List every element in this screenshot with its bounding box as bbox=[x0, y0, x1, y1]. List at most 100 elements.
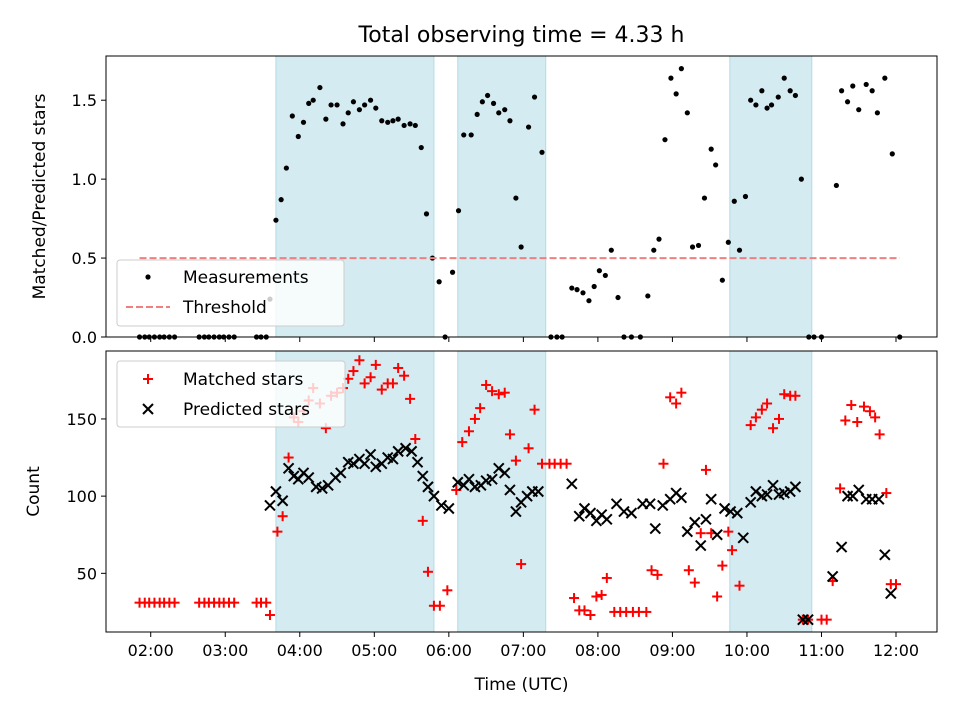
measurement-point-38 bbox=[373, 105, 379, 111]
measurement-point-78 bbox=[615, 294, 621, 301]
predicted-point-37 bbox=[486, 473, 498, 485]
measurement-point-75 bbox=[596, 268, 602, 274]
predicted-point-13-b bbox=[342, 456, 354, 468]
predicted-point-62 bbox=[675, 491, 688, 504]
predicted-point-64 bbox=[689, 516, 701, 529]
measurement-point-84 bbox=[656, 236, 662, 242]
predicted-point-91 bbox=[873, 493, 885, 505]
xtick-label-9: 11:00 bbox=[798, 641, 844, 660]
legend-predicted-label: Predicted stars bbox=[183, 400, 310, 420]
matched-point-119 bbox=[870, 412, 881, 423]
matched-point-120 bbox=[874, 429, 885, 440]
matched-point-97 bbox=[727, 545, 738, 556]
matched-point-45 bbox=[410, 434, 421, 445]
matched-point-70 bbox=[569, 593, 580, 604]
measurement-point-37 bbox=[367, 97, 374, 103]
measurement-point-103 bbox=[764, 105, 770, 111]
measurement-point-93 bbox=[708, 146, 714, 152]
matched-point-60 bbox=[504, 429, 515, 440]
predicted-point-73-b bbox=[744, 496, 757, 509]
measurement-point-87 bbox=[673, 91, 679, 97]
predicted-point-23 bbox=[399, 442, 412, 454]
measurement-point-32 bbox=[340, 121, 346, 127]
predicted-point-74-b bbox=[750, 485, 762, 498]
measurement-point-92 bbox=[701, 195, 708, 201]
count-panel-legend: Matched stars Predicted stars bbox=[116, 360, 346, 428]
predicted-point-41-b bbox=[510, 505, 522, 518]
predicted-point-66-b bbox=[700, 513, 712, 525]
predicted-point-0-b bbox=[264, 499, 276, 512]
xtick-label-3: 05:00 bbox=[351, 641, 397, 660]
matched-point-7 bbox=[169, 597, 180, 608]
predicted-point-82 bbox=[797, 613, 809, 626]
predicted-point-17-b bbox=[364, 448, 377, 461]
matched-point-89 bbox=[683, 565, 694, 576]
measurement-point-88 bbox=[678, 66, 684, 72]
measurement-point-70 bbox=[569, 285, 575, 291]
matched-point-62 bbox=[516, 559, 527, 570]
matched-point-39 bbox=[376, 384, 387, 395]
count-ytick-label-1: 100 bbox=[66, 487, 97, 506]
predicted-point-72-b bbox=[737, 532, 749, 544]
predicted-point-29-b bbox=[435, 499, 448, 512]
matched-point-15 bbox=[229, 597, 240, 608]
measurement-point-21 bbox=[278, 197, 284, 203]
measurement-point-89 bbox=[684, 110, 690, 116]
matched-point-76 bbox=[601, 572, 612, 583]
predicted-point-2 bbox=[276, 495, 289, 507]
matched-point-50 bbox=[442, 585, 453, 596]
matched-point-117 bbox=[858, 401, 869, 412]
predicted-point-7-b bbox=[303, 471, 315, 484]
measurement-point-86 bbox=[668, 75, 674, 81]
predicted-point-71-b bbox=[731, 507, 743, 519]
matched-point-116 bbox=[852, 417, 863, 428]
predicted-point-81-b bbox=[789, 481, 802, 493]
measurement-point-35 bbox=[356, 107, 362, 113]
predicted-point-30-b bbox=[443, 502, 455, 515]
measurement-point-94 bbox=[713, 162, 719, 168]
predicted-point-28-b bbox=[428, 490, 440, 502]
ratio-panel-ticks: 0.0 0.5 1.0 1.5 bbox=[72, 91, 897, 347]
measurement-point-121 bbox=[882, 75, 888, 81]
predicted-point-27 bbox=[422, 481, 434, 493]
predicted-point-69 bbox=[718, 502, 731, 515]
predicted-point-52-b bbox=[601, 513, 613, 525]
predicted-point-16-b bbox=[358, 458, 371, 470]
predicted-point-58 bbox=[649, 522, 661, 535]
measurement-point-53 bbox=[461, 132, 467, 138]
measurement-point-120 bbox=[874, 110, 880, 116]
matched-point-82 bbox=[641, 606, 652, 617]
measurement-point-30 bbox=[328, 102, 334, 108]
matched-point-43 bbox=[399, 370, 410, 381]
legend-matched-plus bbox=[143, 374, 153, 384]
measurement-point-122 bbox=[889, 151, 895, 157]
predicted-point-45 bbox=[532, 485, 544, 498]
matched-point-72 bbox=[579, 605, 590, 616]
matched-point-85 bbox=[658, 458, 669, 469]
predicted-point-24-b bbox=[405, 445, 418, 458]
predicted-point-82-b bbox=[797, 613, 809, 626]
predicted-point-39-b bbox=[499, 467, 511, 479]
predicted-point-49 bbox=[584, 507, 597, 519]
predicted-point-76 bbox=[761, 488, 773, 501]
matched-point-95 bbox=[717, 560, 728, 571]
count-series-1 bbox=[264, 442, 897, 626]
predicted-point-77-b bbox=[767, 479, 779, 492]
ratio-ytick-label-1: 0.5 bbox=[72, 249, 97, 268]
predicted-point-24 bbox=[405, 445, 418, 458]
predicted-point-55 bbox=[625, 507, 638, 519]
predicted-point-20-b bbox=[382, 451, 394, 464]
matched-point-63 bbox=[523, 443, 534, 454]
ratio-panel-frame bbox=[105, 55, 938, 338]
matched-point-115 bbox=[846, 400, 857, 411]
matched-point-123 bbox=[891, 579, 902, 590]
measurement-point-76 bbox=[602, 272, 608, 279]
measurement-point-109 bbox=[798, 176, 804, 182]
predicted-point-3 bbox=[282, 462, 295, 475]
measurement-point-54 bbox=[468, 132, 474, 138]
measurement-point-119 bbox=[869, 88, 875, 94]
matched-point-42 bbox=[393, 362, 404, 373]
xtick-label-4: 06:00 bbox=[426, 641, 472, 660]
predicted-point-30 bbox=[443, 502, 455, 515]
measurement-point-116 bbox=[850, 83, 856, 89]
